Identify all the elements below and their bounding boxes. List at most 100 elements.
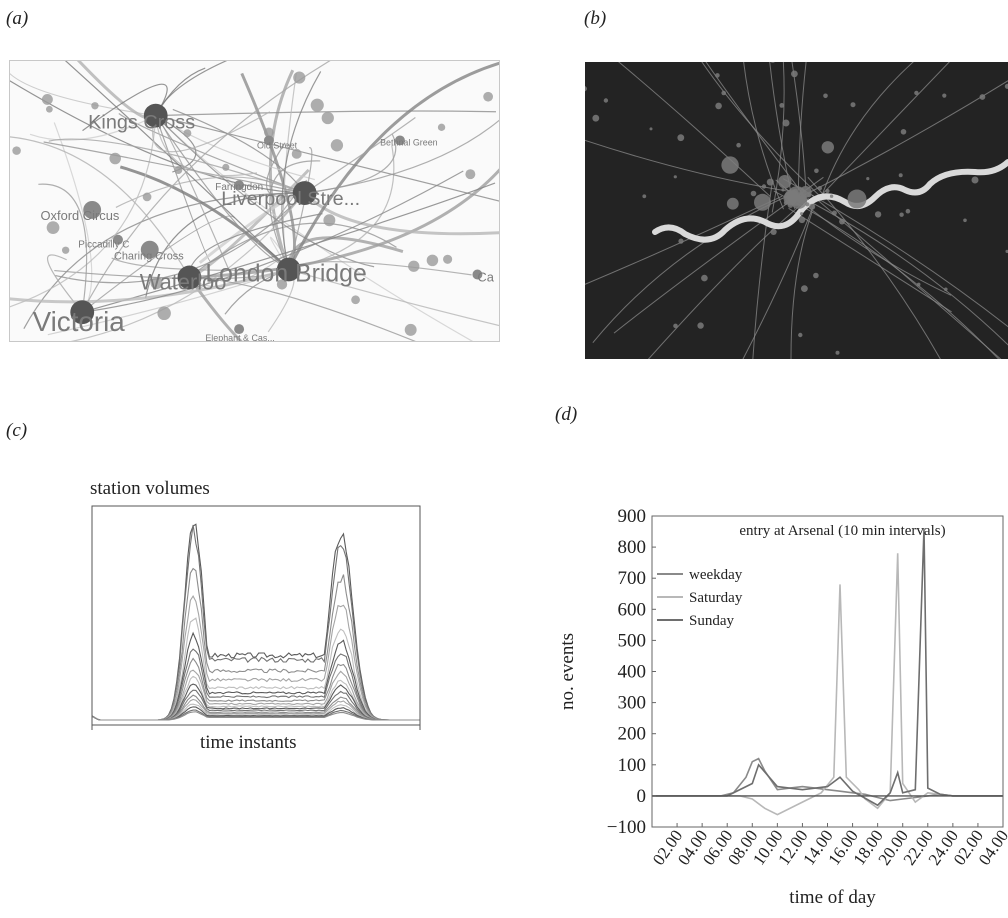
map-station-node — [771, 229, 777, 235]
minor-station-node — [405, 324, 417, 336]
map-station-node — [751, 191, 757, 197]
map-station-node — [917, 283, 921, 287]
map-station-node — [963, 219, 967, 223]
station-volume-series — [92, 659, 420, 721]
chart-c-plot — [80, 500, 430, 770]
map-station-node — [677, 134, 684, 141]
map-station-node — [715, 103, 722, 110]
station-label: Bethnal Green — [380, 137, 438, 147]
map-station-node — [818, 186, 822, 190]
y-tick-label: −100 — [607, 817, 646, 838]
minor-station-node — [62, 247, 69, 254]
map-station-node — [944, 288, 948, 292]
y-tick-label: 200 — [618, 724, 647, 745]
station-label: Piccadilly C — [78, 240, 129, 251]
map-station-node — [942, 94, 946, 98]
legend-label: weekday — [689, 567, 743, 583]
map-station-node — [715, 73, 720, 78]
map-station-node — [830, 195, 833, 198]
map-station-node — [914, 91, 918, 95]
map-station-node — [906, 209, 911, 214]
map-station-node — [899, 173, 903, 177]
map-station-node — [778, 175, 791, 188]
minor-station-node — [293, 72, 305, 84]
station-label: Farringdon — [215, 182, 263, 193]
map-station-node — [754, 194, 771, 211]
y-tick-label: 400 — [618, 662, 647, 683]
transit-line — [808, 177, 976, 359]
minor-station-node — [143, 193, 152, 202]
minor-station-node — [408, 261, 419, 272]
map-station-node — [781, 188, 784, 191]
transit-line — [585, 103, 786, 190]
y-tick-label: 300 — [618, 693, 647, 714]
panel-label-d: (d) — [555, 404, 577, 426]
map-station-node — [721, 91, 726, 96]
station-label: Victoria — [33, 306, 126, 337]
map-station-node — [823, 94, 828, 99]
map-station-node — [972, 177, 979, 184]
map-station-node — [825, 189, 829, 193]
map-station-node — [851, 102, 856, 107]
map-station-node — [807, 193, 811, 197]
y-tick-label: 500 — [618, 630, 647, 651]
map-station-node — [642, 194, 646, 198]
legend-label: Sunday — [689, 613, 735, 629]
map-station-node — [809, 204, 815, 210]
y-tick-label: 600 — [618, 599, 647, 620]
transit-line — [585, 196, 782, 301]
transit-line — [762, 62, 795, 209]
map-station-node — [770, 62, 776, 63]
minor-station-node — [91, 102, 98, 109]
chart-c-title: station volumes — [90, 478, 210, 500]
minor-station-node — [47, 221, 60, 234]
london-map — [585, 62, 1008, 359]
map-station-node — [783, 120, 790, 127]
panel-label-a: (a) — [6, 8, 28, 30]
station-label: Kings Cross — [88, 112, 195, 134]
map-station-node — [814, 169, 819, 174]
minor-station-node — [174, 166, 182, 174]
minor-station-node — [483, 92, 493, 102]
minor-station-node — [12, 146, 21, 155]
panel-label-b: (b) — [584, 8, 606, 30]
map-station-node — [650, 127, 653, 130]
map-station-node — [901, 129, 907, 135]
minor-station-node — [351, 295, 360, 304]
map-station-node — [875, 211, 881, 217]
map-station-node — [592, 115, 599, 122]
transit-line — [695, 62, 810, 203]
chart-d-ylabel: no. events — [557, 633, 578, 710]
chart-d-xlabel: time of day — [789, 887, 876, 908]
network-edge — [9, 60, 156, 116]
map-station-node — [899, 213, 903, 217]
minor-station-node — [465, 169, 475, 179]
map-station-node — [585, 86, 587, 91]
minor-station-node — [157, 307, 171, 321]
minor-station-node — [222, 164, 229, 171]
y-tick-label: 0 — [637, 786, 647, 807]
station-volume-series — [92, 525, 420, 720]
station-label: Old Street — [257, 140, 298, 150]
map-station-node — [697, 322, 703, 328]
minor-station-node — [443, 255, 452, 264]
map-station-node — [980, 94, 986, 100]
network-edge — [55, 60, 155, 119]
series-line — [652, 759, 1003, 801]
map-station-node — [832, 211, 837, 216]
minor-station-node — [427, 255, 439, 267]
y-tick-label: 900 — [618, 506, 647, 527]
map-station-node — [801, 285, 808, 292]
minor-station-node — [46, 106, 53, 113]
station-label: London Bridge — [205, 260, 366, 287]
map-station-node — [813, 273, 819, 279]
minor-station-node — [323, 214, 335, 226]
river-thames — [655, 162, 1008, 240]
map-station-node — [701, 275, 708, 282]
y-tick-label: 800 — [618, 537, 647, 558]
transit-line — [814, 62, 1008, 203]
station-volumes-chart: station volumes time instants — [80, 470, 430, 770]
